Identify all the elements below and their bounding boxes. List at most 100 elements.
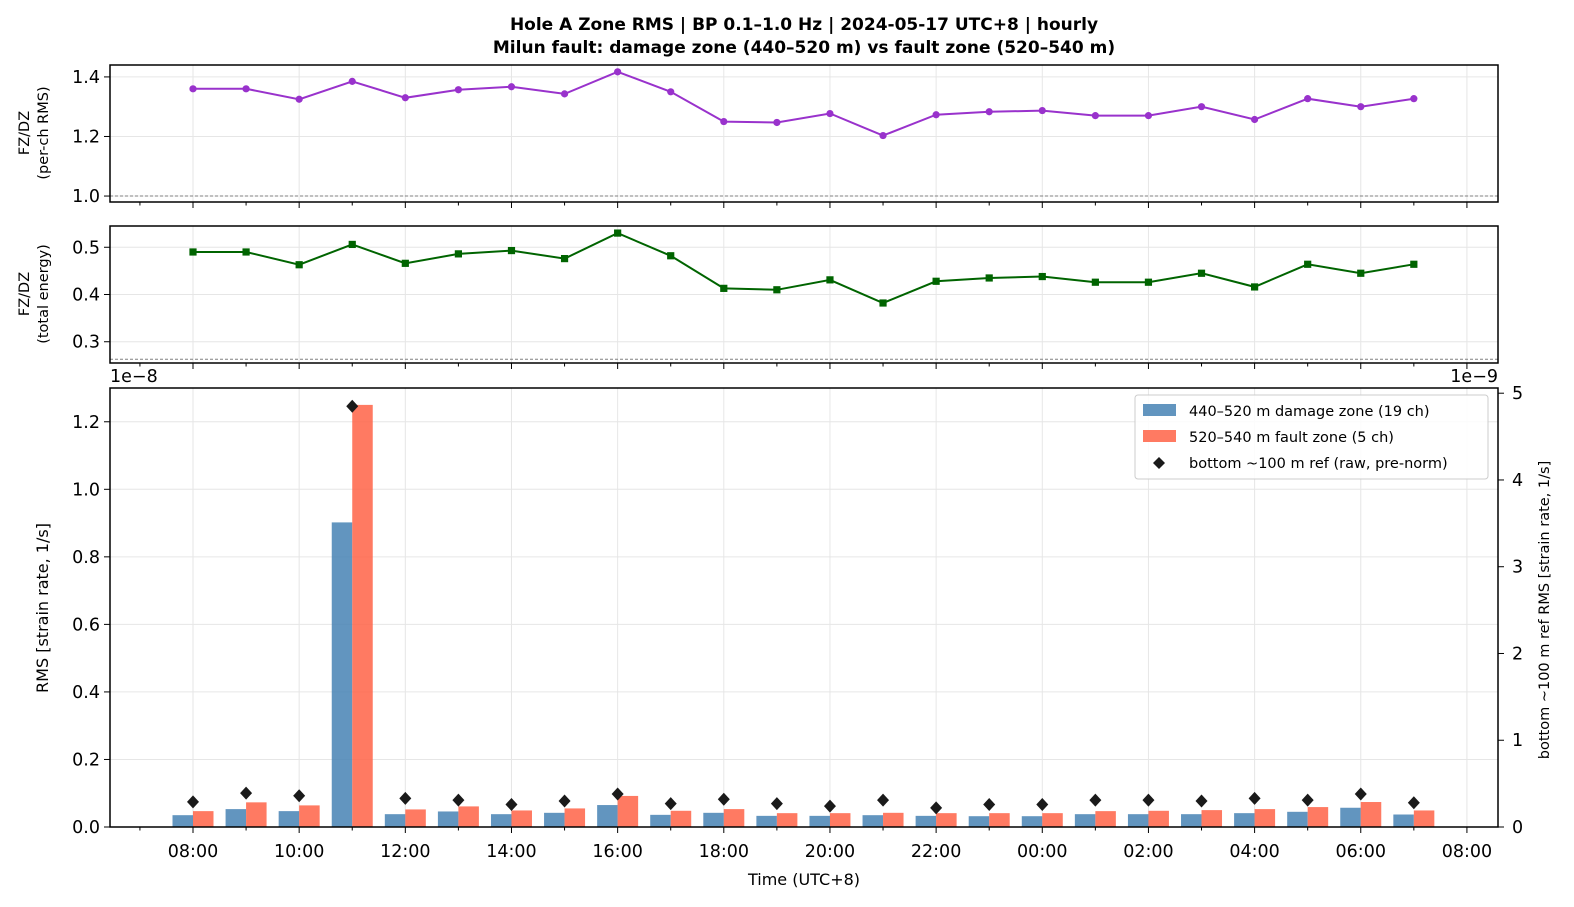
fault-zone-bar: [670, 810, 692, 827]
damage-zone-bar: [703, 812, 724, 827]
rms-ratio-x-ticks: [139, 202, 1468, 208]
fault-zone-bar: [617, 795, 639, 827]
reference-marker: [983, 797, 996, 811]
reference-marker: [1089, 793, 1102, 807]
rms-ratio-points: [189, 68, 1418, 140]
data-point: [932, 111, 940, 119]
damage-zone-bar: [1234, 813, 1255, 827]
damage-zone-bar: [1340, 807, 1361, 827]
y2-tick-label: 2: [1512, 644, 1523, 664]
fault-zone-bar: [936, 813, 957, 827]
damage-zone-bar: [915, 815, 937, 827]
y2-tick-label: 1: [1512, 731, 1523, 751]
fault-zone-bar: [1254, 809, 1276, 827]
damage-zone-bar: [650, 814, 671, 827]
zone-rms-y2-ticks: 0 1 2 3 4 5: [1498, 384, 1523, 838]
reference-marker: [930, 801, 943, 815]
energy-ratio-x-ticks: [139, 363, 1468, 369]
data-point: [401, 259, 409, 267]
data-point: [1251, 283, 1259, 291]
fault-zone-bar: [458, 806, 479, 827]
fault-zone-bar: [1201, 810, 1223, 827]
x-tick-label: 04:00: [1229, 842, 1279, 862]
zone-rms-panel: 08:00 10:00 12:00 14:00 16:00 18:00 20:00 22:00…: [33, 367, 1553, 889]
data-point: [454, 250, 462, 258]
damage-zone-bar: [544, 812, 565, 827]
data-point: [1091, 278, 1099, 286]
energy-ratio-ylabel-line2: (total energy): [36, 244, 52, 344]
reference-marker: [1195, 794, 1208, 808]
x-tick-label: 08:00: [168, 842, 218, 862]
data-point: [560, 90, 569, 98]
legend-label-damage-zone: 440–520 m damage zone (19 ch): [1189, 404, 1430, 420]
damage-zone-bar: [384, 814, 406, 827]
reference-marker: [877, 793, 890, 807]
data-point: [985, 274, 993, 282]
data-point: [560, 254, 569, 263]
y2-tick-label: 0: [1512, 818, 1523, 838]
data-point: [667, 252, 675, 260]
chart-title-line2: Milun fault: damage zone (440–520 m) vs …: [493, 38, 1115, 58]
damage-zone-bar: [1287, 811, 1308, 827]
fault-zone-bar: [564, 808, 586, 827]
energy-ratio-ylabel-line1: FZ/DZ: [17, 272, 33, 316]
x-tick-label: 14:00: [486, 842, 536, 862]
fault-zone-bar: [1360, 802, 1382, 827]
y-tick-label: 1.0: [72, 187, 100, 207]
reference-marker: [1301, 793, 1314, 807]
energy-ratio-points: [189, 229, 1418, 307]
left-scale-label: 1e−8: [110, 367, 158, 387]
damage-zone-bar: [1393, 814, 1414, 827]
y-tick-label: 0.5: [72, 238, 100, 258]
damage-zone-bar: [968, 816, 990, 827]
y2-tick-label: 3: [1512, 558, 1523, 578]
x-tick-label: 06:00: [1336, 842, 1386, 862]
reference-marker: [505, 797, 518, 811]
data-point: [1410, 95, 1418, 103]
damage-zone-bar: [1021, 816, 1043, 827]
reference-marker: [1407, 796, 1420, 810]
zone-rms-y-ticks: 0.0 0.2 0.4 0.6 0.8 1.0 1.2: [72, 413, 110, 838]
reference-marker: [1354, 787, 1367, 801]
x-tick-label: 12:00: [380, 842, 430, 862]
y-tick-label: 0.6: [72, 615, 100, 635]
zone-rms-y2label: bottom ~100 m ref RMS [strain rate, 1/s]: [1537, 461, 1553, 759]
y-tick-label: 1.2: [72, 127, 100, 147]
y-tick-label: 1.4: [72, 68, 100, 88]
fault-zone-bars: [193, 404, 1435, 827]
reference-marker: [399, 791, 412, 805]
damage-zone-bars: [172, 522, 1414, 827]
data-point: [720, 117, 728, 126]
damage-zone-bar: [1127, 814, 1149, 827]
data-point: [189, 248, 197, 256]
data-point: [401, 94, 409, 102]
data-point: [295, 261, 303, 269]
reference-marker: [823, 799, 836, 813]
data-point: [242, 85, 250, 93]
reference-marker: [770, 797, 783, 811]
data-point: [826, 276, 834, 284]
data-point: [1357, 269, 1365, 277]
y-tick-label: 0.2: [72, 750, 100, 770]
data-point: [242, 248, 250, 256]
energy-ratio-y-ticks: 0.3 0.4 0.5: [72, 238, 110, 353]
rms-ratio-ylabel-line1: FZ/DZ: [17, 111, 33, 155]
reference-marker: [1248, 791, 1261, 805]
zone-rms-axes-frame: [109, 387, 1499, 828]
fault-zone-bar: [352, 404, 373, 827]
damage-zone-bar: [1181, 814, 1202, 827]
reference-marker: [187, 795, 199, 809]
data-point: [985, 108, 993, 116]
legend-swatch-damage-zone: [1143, 404, 1176, 416]
zone-rms-x-ticks: 08:00 10:00 12:00 14:00 16:00 18:00 20:00 22:00…: [139, 827, 1492, 862]
x-tick-label: 10:00: [274, 842, 324, 862]
fault-zone-bar: [1148, 810, 1169, 827]
reference-marker: [717, 792, 730, 806]
fault-zone-bar: [246, 802, 267, 827]
x-tick-label: 08:00: [1442, 842, 1492, 862]
energy-ratio-series-line: [193, 232, 1414, 305]
fault-zone-bar: [829, 813, 851, 827]
rms-ratio-axes-frame: [109, 64, 1499, 203]
data-point: [1197, 269, 1206, 277]
y-tick-label: 0.0: [72, 818, 100, 838]
